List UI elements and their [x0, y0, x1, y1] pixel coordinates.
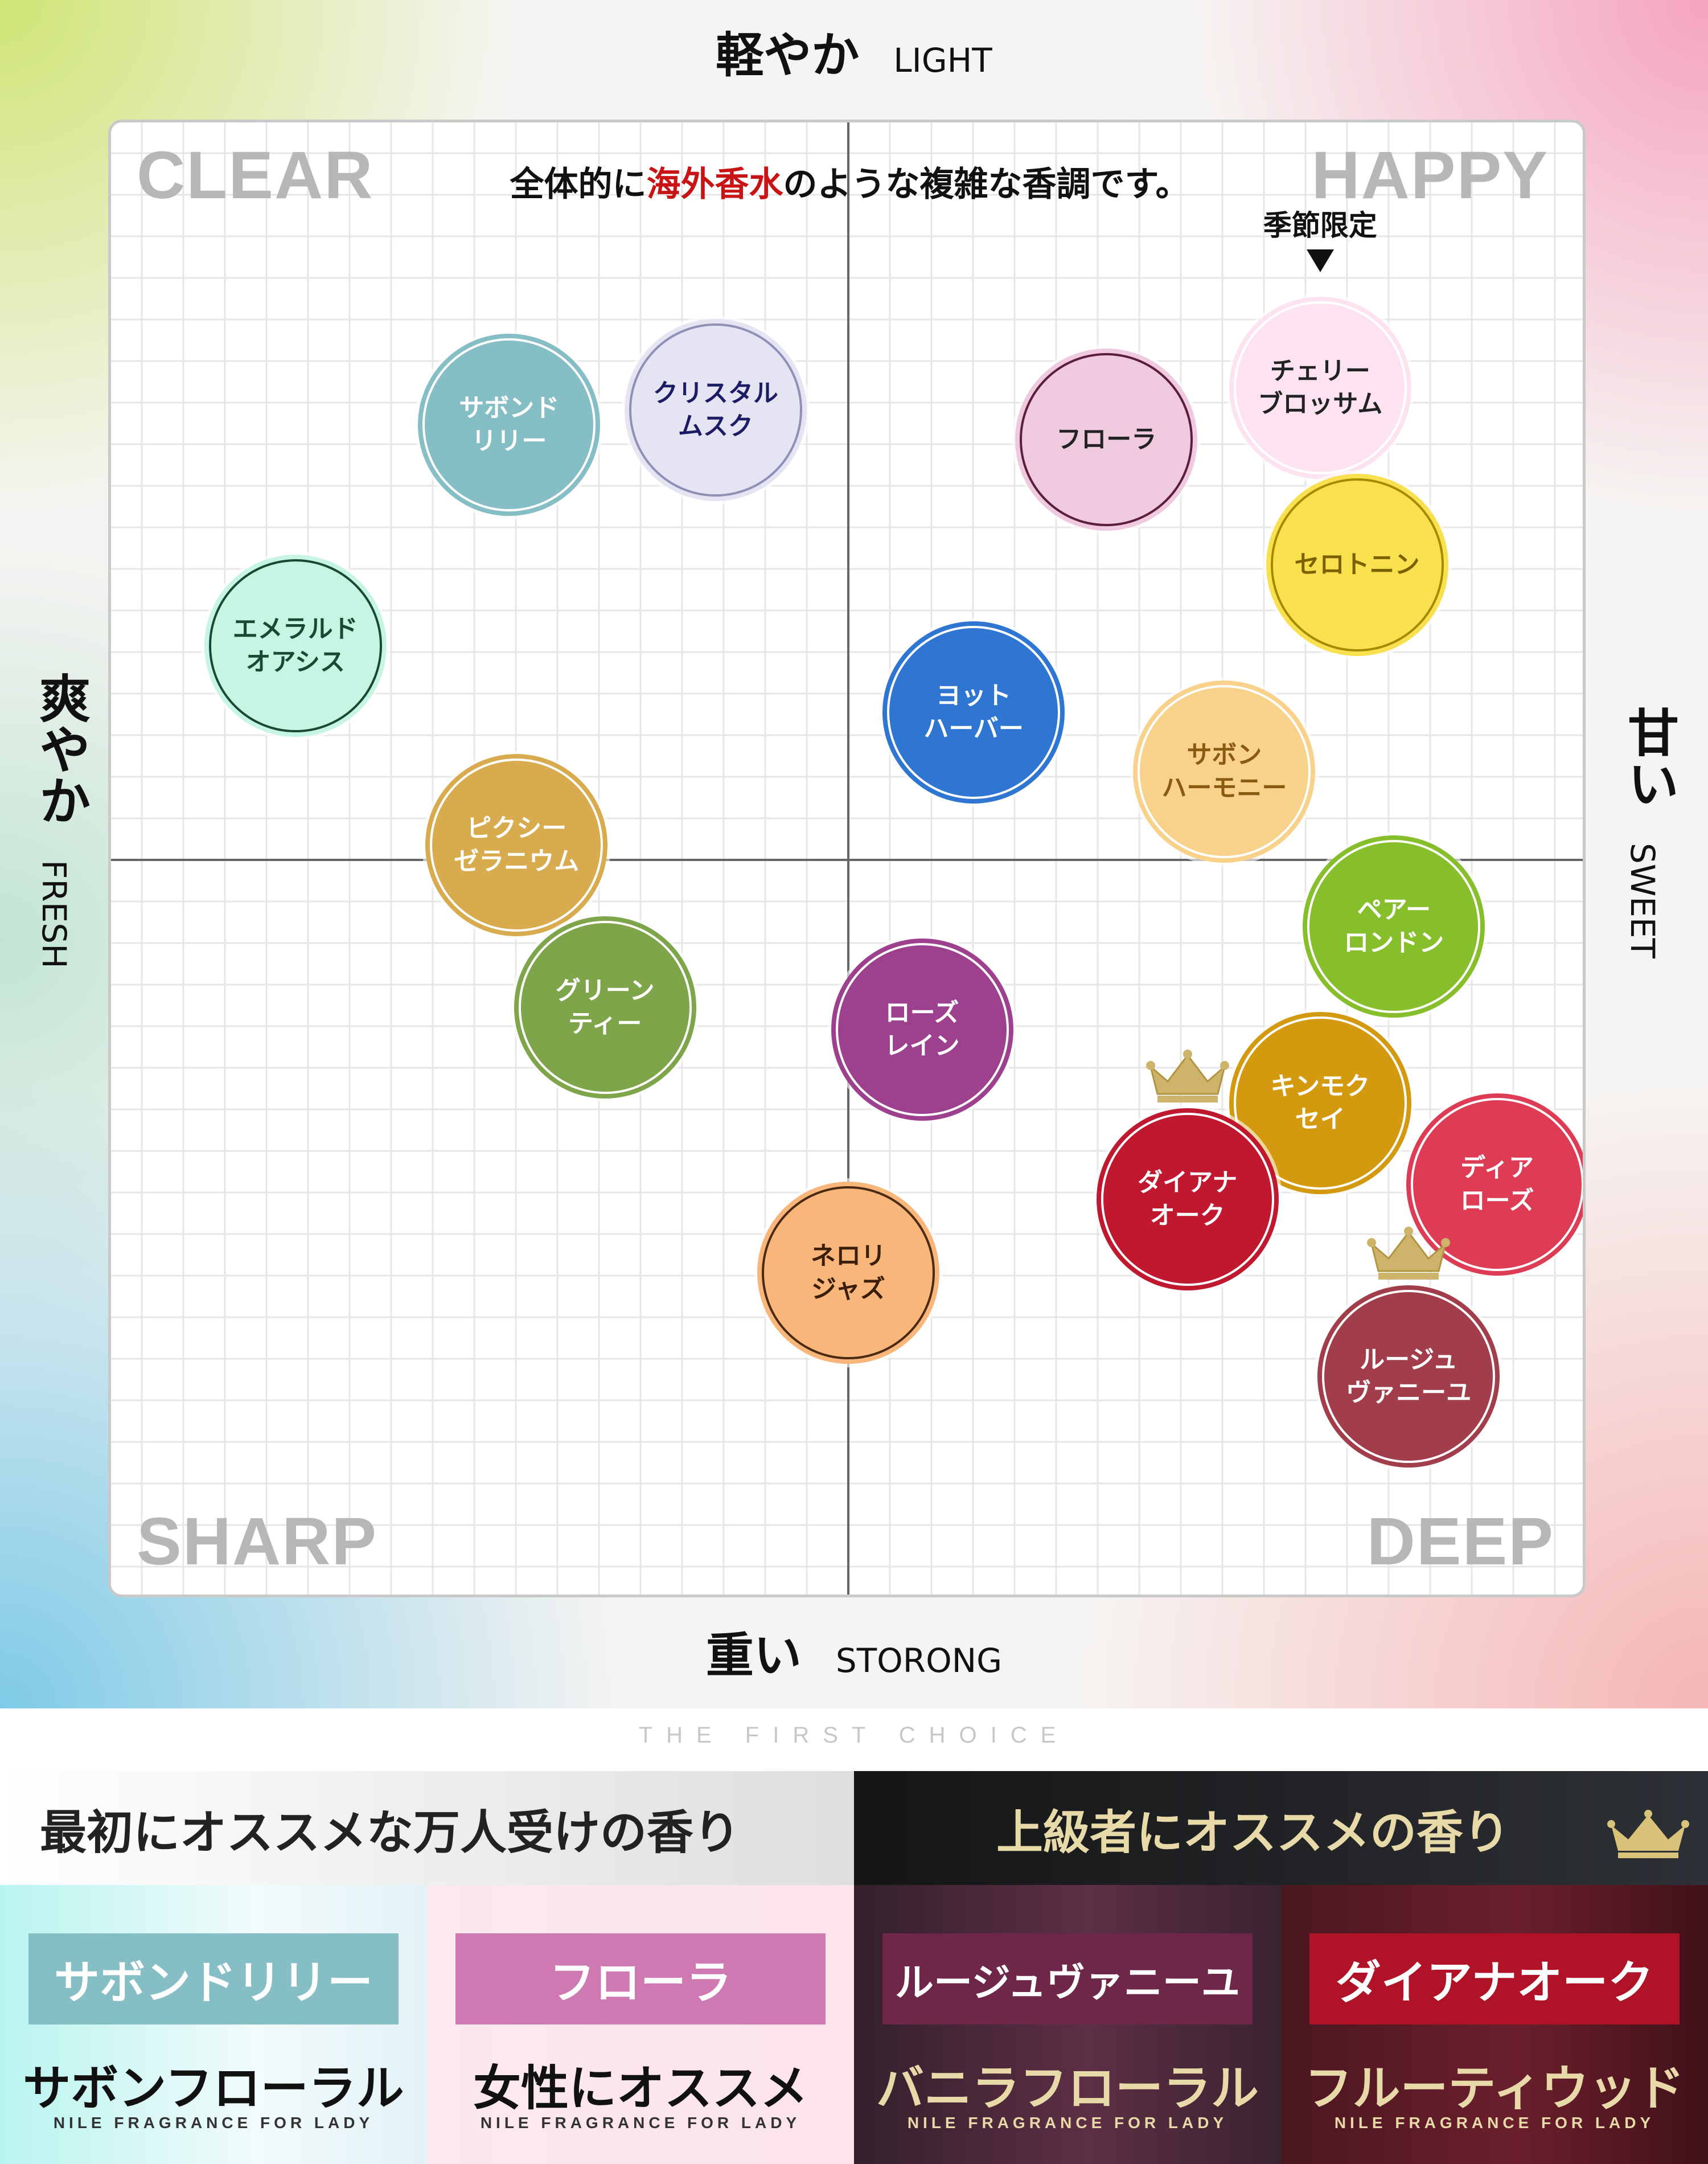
point-ring: [1410, 1097, 1583, 1271]
point-ring: [422, 338, 596, 511]
fragrance-point[interactable]: クリスタル ムスク: [624, 319, 807, 502]
axis-bottom-jp: 重い: [705, 1628, 802, 1683]
axis-bottom-en: STORONG: [835, 1641, 1003, 1680]
fragrance-point[interactable]: サボンド リリー: [418, 333, 601, 516]
fragrance-point[interactable]: チェリー ブロッサム: [1229, 297, 1411, 479]
point-label: ローズ レイン: [884, 998, 960, 1060]
fragrance-point[interactable]: ディア ローズ: [1406, 1093, 1583, 1276]
point-ring: [1138, 685, 1311, 858]
point-ring: [887, 626, 1061, 799]
quadrant-label-happy: HAPPY: [1311, 138, 1549, 213]
point-label: キンモク セイ: [1270, 1072, 1370, 1134]
point-ring: [430, 759, 603, 932]
beginner-heading-text: 最初にオススメな万人受けの香り: [40, 1805, 741, 1860]
axis-left-jp: 爽やか: [30, 672, 90, 826]
fragrance-point[interactable]: キンモク セイ: [1229, 1012, 1411, 1195]
card-name: ルージュヴァニーユ: [882, 1933, 1253, 2024]
fragrance-point[interactable]: ピクシー ゼラニウム: [425, 754, 608, 937]
beginner-heading: 最初にオススメな万人受けの香り: [0, 1771, 854, 1885]
plot-note-after: のような複雑な香調です。: [783, 165, 1190, 204]
card-tag: NILE FRAGRANCE FOR LADY: [1334, 2114, 1655, 2132]
point-ring: [1101, 1112, 1274, 1286]
point-label: グリーン ティー: [555, 976, 655, 1038]
advanced-heading: 上級者にオススメの香り: [854, 1771, 1708, 1885]
point-ring: [1233, 301, 1407, 475]
down-triangle-icon: [1306, 249, 1334, 273]
axis-right-jp: 甘い: [1619, 706, 1678, 809]
plot-note-before: 全体的に: [510, 165, 647, 204]
point-ring: [1322, 1289, 1496, 1463]
recommend-card-flora[interactable]: フローラ 女性にオススメ NILE FRAGRANCE FOR LADY: [427, 1885, 854, 2164]
fragrance-point[interactable]: ペアー ロンドン: [1303, 835, 1485, 1018]
card-kind: バニラフローラル: [876, 2060, 1259, 2116]
point-ring: [1270, 478, 1444, 651]
card-tag: NILE FRAGRANCE FOR LADY: [907, 2114, 1228, 2132]
point-label: チェリー ブロッサム: [1258, 356, 1383, 419]
point-ring: [1020, 353, 1193, 526]
card-tag: NILE FRAGRANCE FOR LADY: [480, 2114, 801, 2132]
point-label: ルージュ ヴァニーユ: [1346, 1345, 1472, 1407]
recommend-card-saborndolily[interactable]: サボンドリリー サボンフローラル NILE FRAGRANCE FOR LADY: [0, 1885, 427, 2164]
axis-bottom-label: 重い STORONG: [0, 1617, 1708, 1686]
axis-top-label: 軽やか LIGHT: [0, 17, 1708, 86]
fragrance-point[interactable]: ダイアナ オーク: [1096, 1108, 1279, 1290]
axis-right-label: 甘い SWEET: [1611, 706, 1678, 958]
point-ring: [1233, 1017, 1407, 1190]
scatter-plot-area: CLEAR HAPPY SHARP DEEP 全体的に海外香水のような複雑な香調…: [108, 120, 1586, 1597]
axis-left-en: FRESH: [35, 860, 73, 969]
plot-note-highlight: 海外香水: [646, 165, 783, 204]
card-kind: サボンフローラル: [23, 2060, 404, 2116]
fragrance-point[interactable]: ネロリ ジャズ: [757, 1182, 939, 1364]
fragrance-point[interactable]: サボン ハーモニー: [1133, 680, 1316, 863]
fragrance-point[interactable]: ルージュ ヴァニーユ: [1317, 1285, 1500, 1468]
point-label: サボン ハーモニー: [1161, 740, 1287, 802]
plot-note: 全体的に海外香水のような複雑な香調です。: [111, 157, 1583, 206]
point-ring: [1307, 839, 1481, 1013]
axis-right-en: SWEET: [1623, 843, 1662, 958]
recommend-card-rouge-vanille[interactable]: ルージュヴァニーユ バニラフローラル NILE FRAGRANCE FOR LA…: [854, 1885, 1281, 2164]
quadrant-label-clear: CLEAR: [137, 138, 374, 213]
fragrance-point[interactable]: フローラ: [1015, 348, 1198, 531]
card-kind: 女性にオススメ: [473, 2060, 808, 2116]
point-label: ディア ローズ: [1460, 1153, 1534, 1215]
point-ring: [835, 942, 1009, 1116]
seasonal-limited-note: 季節限定: [1235, 203, 1406, 273]
card-name: サボンドリリー: [28, 1933, 399, 2024]
fragrance-point[interactable]: エメラルド オアシス: [204, 555, 387, 737]
point-label: ネロリ ジャズ: [811, 1241, 886, 1304]
point-ring: [762, 1186, 935, 1360]
point-ring: [208, 559, 382, 733]
point-ring: [518, 921, 692, 1094]
point-label: セロトニン: [1294, 550, 1420, 579]
card-name: ダイアナオーク: [1309, 1933, 1680, 2024]
fragrance-point[interactable]: セロトニン: [1266, 474, 1448, 656]
advanced-heading-text: 上級者にオススメの香り: [996, 1805, 1510, 1860]
point-label: サボンド リリー: [459, 393, 560, 456]
seasonal-limited-text: 季節限定: [1263, 209, 1377, 243]
card-kind: フルーティウッド: [1304, 2060, 1685, 2116]
point-ring: [629, 323, 802, 497]
quadrant-label-sharp: SHARP: [137, 1504, 378, 1579]
fragrance-point[interactable]: ローズ レイン: [831, 938, 1013, 1121]
point-label: ダイアナ オーク: [1138, 1167, 1238, 1230]
point-label: エメラルド オアシス: [232, 614, 358, 677]
point-label: フローラ: [1056, 424, 1157, 454]
crown-icon: [1607, 1810, 1689, 1858]
recommend-card-diana-oak[interactable]: ダイアナオーク フルーティウッド NILE FRAGRANCE FOR LADY: [1281, 1885, 1708, 2164]
axis-top-en: LIGHT: [893, 41, 992, 80]
axis-left-label: 爽やか FRESH: [23, 672, 90, 969]
point-label: ピクシー ゼラニウム: [454, 814, 580, 876]
point-label: ペアー ロンドン: [1344, 895, 1444, 957]
footer-subtitle: THE FIRST CHOICE: [638, 1723, 1070, 1748]
fragrance-point[interactable]: グリーン ティー: [514, 916, 696, 1099]
axis-top-jp: 軽やか: [716, 27, 860, 83]
card-name: フローラ: [455, 1933, 826, 2024]
fragrance-point[interactable]: ヨット ハーバー: [882, 621, 1065, 804]
point-label: クリスタル ムスク: [652, 379, 778, 441]
point-label: ヨット ハーバー: [923, 681, 1024, 743]
quadrant-label-deep: DEEP: [1366, 1504, 1554, 1579]
card-tag: NILE FRAGRANCE FOR LADY: [53, 2114, 374, 2132]
